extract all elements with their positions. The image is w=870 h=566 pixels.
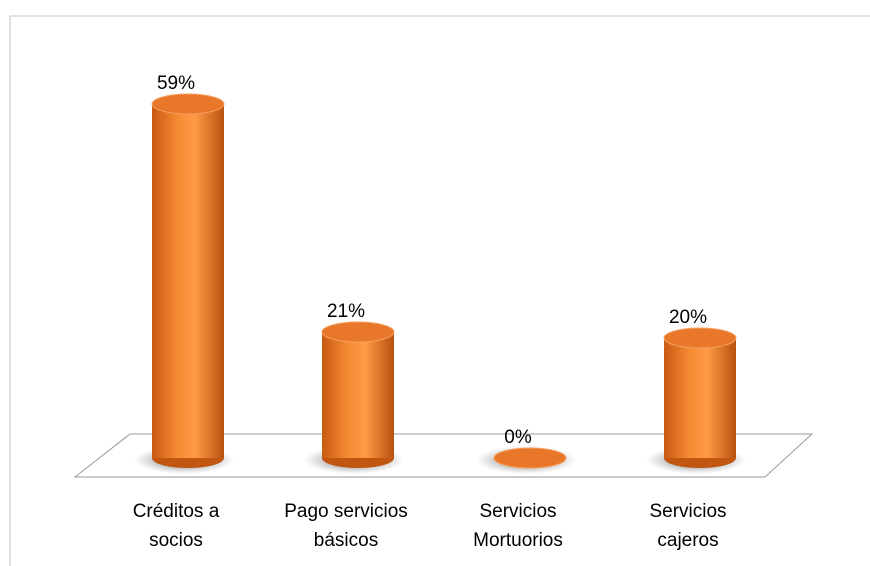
bar [322,332,394,458]
frame [9,15,870,566]
floor [73,433,814,478]
bar-top [493,447,567,469]
bar-top [663,327,737,349]
bar [664,338,736,458]
bar [152,104,224,458]
bar-top [321,321,395,343]
x-tick-label: Servicios Mortuorios [473,501,563,551]
data-label: 0% [504,427,532,448]
data-label: 20% [669,307,707,328]
x-tick-label: Créditos a socios [132,501,220,551]
bar-top [151,93,225,115]
data-label: 21% [327,301,365,322]
x-tick-label: Servicios cajeros [649,501,727,551]
data-label: 59% [157,73,195,94]
x-tick-label: Pago servicios básicos [284,501,408,551]
